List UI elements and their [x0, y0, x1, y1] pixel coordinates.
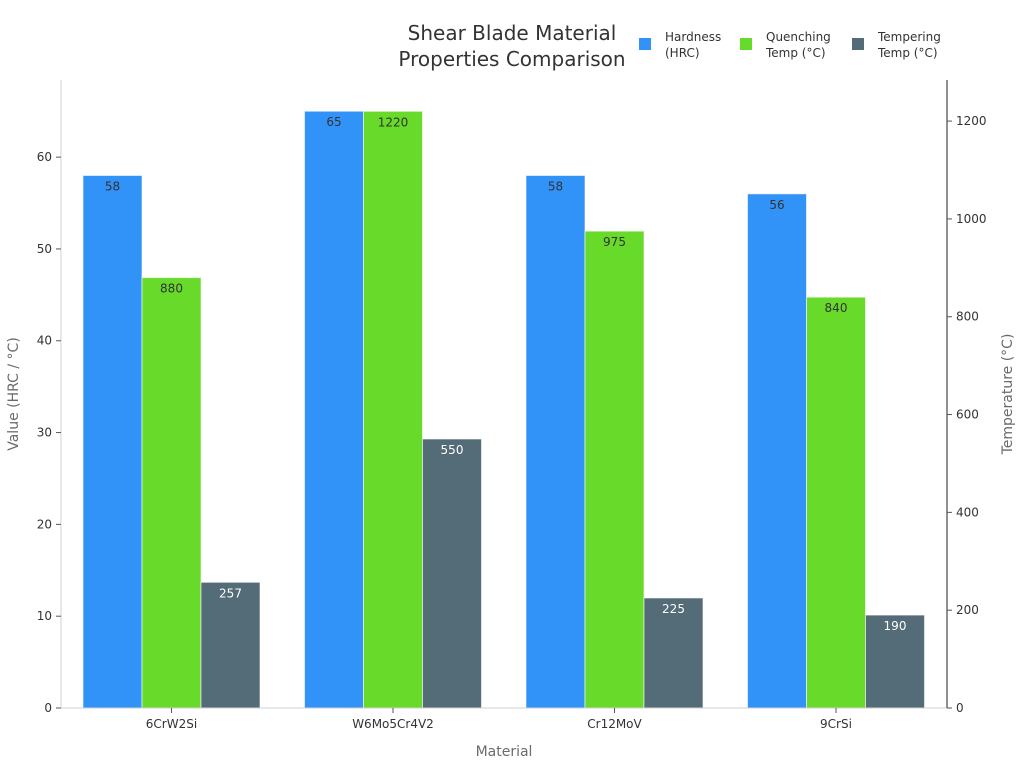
bar-quenching: [806, 296, 866, 709]
bar-value-label: 225: [662, 602, 685, 616]
bar-value-label: 58: [548, 179, 563, 193]
chart-title-line-2: Properties Comparison: [398, 47, 625, 71]
legend-label: Quenching: [766, 30, 831, 44]
bar-quenching: [141, 277, 202, 709]
left-tick-label: 40: [37, 334, 52, 348]
x-tick-label: W6Mo5Cr4V2: [352, 717, 434, 731]
bars: [82, 110, 925, 709]
bar-tempering: [422, 438, 482, 709]
legend-label: Temp (°C): [765, 46, 826, 60]
left-tick-label: 10: [37, 609, 52, 623]
x-axis-title: Material: [476, 744, 533, 760]
bar-hardness: [82, 174, 143, 709]
bar-quenching: [584, 230, 645, 709]
right-tick-label: 800: [956, 310, 979, 324]
right-y-ticks: 0 200 400 600 800 1000 1200: [947, 114, 987, 715]
bar-hardness: [747, 193, 807, 709]
left-tick-label: 50: [37, 242, 52, 256]
bar-hardness: [304, 110, 364, 709]
bar-quenching: [363, 110, 423, 709]
right-tick-label: 400: [956, 505, 979, 519]
right-tick-label: 0: [956, 701, 964, 715]
right-tick-label: 1200: [956, 114, 987, 128]
bar-value-label: 65: [326, 115, 341, 129]
legend-swatch: [639, 38, 651, 50]
bar-labels: 58 880 257 65 1220 550 58 975 225 56 840 190: [105, 115, 907, 633]
legend-label: Hardness: [665, 30, 721, 44]
chart-title-line-1: Shear Blade Material: [408, 21, 617, 45]
x-tick-label: 6CrW2Si: [146, 717, 197, 731]
legend-label: Tempering: [877, 30, 941, 44]
bar-value-label: 190: [884, 619, 907, 633]
right-tick-label: 600: [956, 408, 979, 422]
bar-hardness: [525, 174, 586, 709]
x-ticks: 6CrW2Si W6Mo5Cr4V2 Cr12MoV 9CrSi: [146, 708, 852, 731]
left-tick-label: 60: [37, 150, 52, 164]
left-tick-label: 0: [44, 701, 52, 715]
bar-value-label: 58: [105, 179, 120, 193]
bar-tempering: [200, 581, 261, 709]
bar-value-label: 975: [603, 235, 626, 249]
x-tick-label: 9CrSi: [820, 717, 852, 731]
right-y-axis-title: Temperature (°C): [1000, 334, 1016, 456]
bar-value-label: 840: [825, 301, 848, 315]
legend-label: Temp (°C): [877, 46, 938, 60]
legend-swatch: [852, 38, 864, 50]
bar-tempering: [865, 614, 925, 709]
bar-value-label: 56: [769, 198, 784, 212]
y-axis-title: Value (HRC / °C): [6, 337, 22, 451]
legend: Hardness (HRC) Quenching Temp (°C) Tempering…: [639, 30, 941, 60]
bar-value-label: 550: [441, 443, 464, 457]
bar-value-label: 880: [160, 282, 183, 296]
right-tick-label: 200: [956, 603, 979, 617]
bar-value-label: 257: [219, 586, 242, 600]
left-tick-label: 20: [37, 517, 52, 531]
right-tick-label: 1000: [956, 212, 987, 226]
bar-tempering: [643, 597, 704, 709]
left-y-ticks: 0 10 20 30 40 50 60: [37, 150, 61, 715]
bar-value-label: 1220: [378, 115, 409, 129]
x-tick-label: Cr12MoV: [587, 717, 642, 731]
legend-label: (HRC): [665, 46, 700, 60]
legend-swatch: [740, 38, 752, 50]
left-tick-label: 30: [37, 426, 52, 440]
